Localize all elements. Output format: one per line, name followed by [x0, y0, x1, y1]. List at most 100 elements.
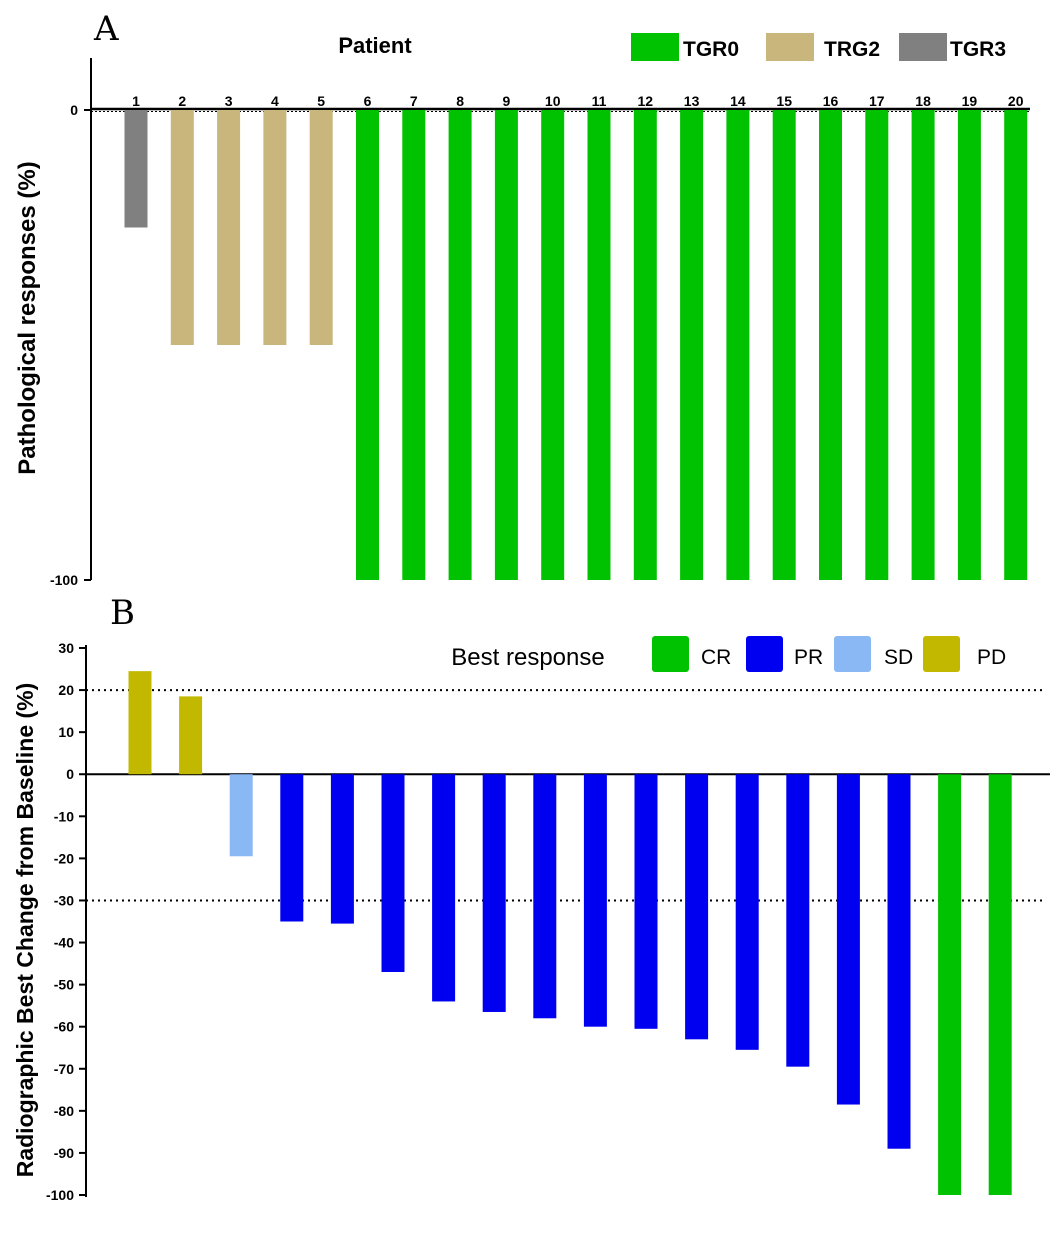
- panel-a-category-label: 3: [225, 93, 233, 109]
- panel-b-legend-swatch-pd: [923, 636, 960, 672]
- panel-a-legend-swatch-tgr3: [899, 33, 947, 61]
- panel-a-letter: A: [93, 9, 119, 49]
- panel-a-category-label: 1: [132, 93, 140, 109]
- panel-b-bar-11: [634, 774, 658, 1029]
- panel-b-bar-6: [381, 774, 405, 972]
- panel-a-y-tick-label: 0: [70, 102, 78, 118]
- panel-b-y-tick-label: -70: [54, 1061, 74, 1077]
- panel-b-bar-9: [533, 774, 557, 1019]
- panel-b-letter: B: [110, 593, 135, 633]
- panel-b-y-tick-label: -60: [54, 1019, 74, 1035]
- panel-a-bar-patient-14: [726, 110, 750, 580]
- panel-b-bar-4: [280, 774, 304, 922]
- panel-a-bar-patient-7: [402, 110, 426, 580]
- panel-a-bar-patient-20: [1004, 110, 1028, 580]
- panel-a-category-label: 11: [592, 93, 607, 109]
- panel-a-category-label: 16: [823, 93, 839, 109]
- panel-a-bar-patient-2: [170, 110, 194, 345]
- panel-a-category-label: 5: [317, 93, 325, 109]
- panel-b-legend-title: Best response: [451, 644, 604, 671]
- panel-b-bars: [128, 671, 1012, 1195]
- panel-b-bar-8: [482, 774, 506, 1012]
- panel-a-category-labels: 1 2 3 4 5 6 7 8 9 10 11 12 13 14 15 16 17 18 19 20: [132, 93, 1024, 109]
- panel-b-bar-13: [735, 774, 759, 1050]
- panel-b-bar-1: [128, 671, 152, 775]
- panel-b-bar-10: [583, 774, 607, 1027]
- panel-a-bar-patient-4: [263, 110, 287, 345]
- panel-b-legend-label: PD: [977, 646, 1006, 669]
- panel-b-bar-14: [786, 774, 810, 1067]
- panel-a-bar-patient-11: [587, 110, 611, 580]
- panel-a-bar-patient-15: [772, 110, 796, 580]
- panel-b-y-tick-label: -40: [54, 935, 74, 951]
- panel-a-bars: [124, 110, 1028, 580]
- panel-a-category-label: 14: [730, 93, 746, 109]
- panel-b-legend-label: CR: [701, 646, 731, 669]
- panel-a-bar-patient-1: [124, 110, 148, 228]
- panel-a-legend-swatch-trg2: [766, 33, 814, 61]
- panel-b-legend: Best response CR PR SD PD: [451, 636, 1006, 672]
- panel-a-bar-patient-8: [448, 110, 472, 580]
- panel-a-bar-patient-16: [819, 110, 842, 580]
- panel-a-bar-patient-6: [356, 110, 379, 580]
- panel-a-ylabel: Pathological responses (%): [14, 161, 41, 474]
- panel-a-bar-patient-3: [217, 110, 241, 345]
- panel-a-category-label: 6: [364, 93, 372, 109]
- panel-b-bar-17: [938, 774, 962, 1195]
- panel-b-y-tick-label: 0: [66, 766, 74, 782]
- panel-b-ylabel: Radiographic Best Change from Baseline (…: [12, 683, 38, 1178]
- panel-b-y-tick-label: -10: [54, 808, 74, 824]
- panel-b-reference-lines: [86, 689, 1045, 902]
- panel-a-category-label: 18: [915, 93, 931, 109]
- panel-a-title: Patient: [338, 33, 412, 58]
- panel-a-category-label: 7: [410, 93, 418, 109]
- panel-a-legend-swatch-tgr0: [631, 33, 679, 61]
- panel-a-bar-patient-13: [680, 110, 704, 580]
- panel-b-y-tick-label: -20: [54, 850, 74, 866]
- panel-b-legend-label: PR: [794, 646, 823, 669]
- panel-a-bar-patient-18: [911, 110, 935, 580]
- panel-b-y-tick-label: 20: [58, 682, 74, 698]
- panel-b-bar-5: [330, 774, 354, 924]
- panel-b-y-tick-label: 10: [58, 724, 74, 740]
- panel-a-category-label: 15: [776, 93, 792, 109]
- panel-b-legend-swatch-sd: [834, 636, 871, 672]
- panel-b-y-tick-label: -50: [54, 977, 74, 993]
- panel-a-category-label: 10: [545, 93, 561, 109]
- panel-a-bar-patient-12: [633, 110, 657, 580]
- panel-b-bar-7: [432, 774, 456, 1002]
- panel-a-bar-patient-9: [494, 110, 518, 580]
- panel-a-category-label: 4: [271, 93, 279, 109]
- panel-b-legend-swatch-cr: [652, 636, 689, 672]
- panel-a-category-label: 17: [869, 93, 885, 109]
- panel-b-y-tick-label: -90: [54, 1145, 74, 1161]
- panel-a-category-label: 13: [684, 93, 700, 109]
- panel-b-y-tick-label: -80: [54, 1103, 74, 1119]
- panel-a-legend-label: TRG2: [824, 38, 880, 61]
- panel-b-y-tick-label: 30: [58, 640, 74, 656]
- panel-a-bar-patient-19: [957, 110, 981, 580]
- panel-a-legend-label: TGR3: [950, 38, 1006, 61]
- panel-a-bar-patient-5: [309, 110, 333, 345]
- panel-a-legend-label: TGR0: [683, 38, 739, 61]
- panel-a-bar-patient-10: [541, 110, 565, 580]
- panel-b-bar-15: [836, 774, 860, 1105]
- panel-b-bar-18: [988, 774, 1012, 1195]
- panel-a-category-label: 2: [178, 93, 186, 109]
- panel-a-legend: TGR0 TRG2 TGR3: [631, 33, 1006, 61]
- panel-b-y-tick-label: -30: [54, 892, 74, 908]
- panel-b-bar-12: [685, 774, 709, 1040]
- panel-a-category-label: 12: [638, 93, 654, 109]
- panel-a-category-label: 9: [503, 93, 511, 109]
- panel-b-legend-label: SD: [884, 646, 913, 669]
- panel-a-y-tick-label: -100: [50, 572, 78, 588]
- panel-a-category-label: 19: [962, 93, 978, 109]
- panel-a-bar-patient-17: [865, 110, 889, 580]
- panel-b: B Radiographic Best Change from Baseline…: [12, 593, 1050, 1203]
- panel-b-bar-16: [887, 774, 911, 1149]
- panel-b-legend-swatch-pr: [746, 636, 783, 672]
- panel-a-category-label: 8: [456, 93, 464, 109]
- panel-b-bar-2: [179, 696, 203, 775]
- panel-a: A Patient Pathological responses (%) 0 -1…: [14, 9, 1030, 588]
